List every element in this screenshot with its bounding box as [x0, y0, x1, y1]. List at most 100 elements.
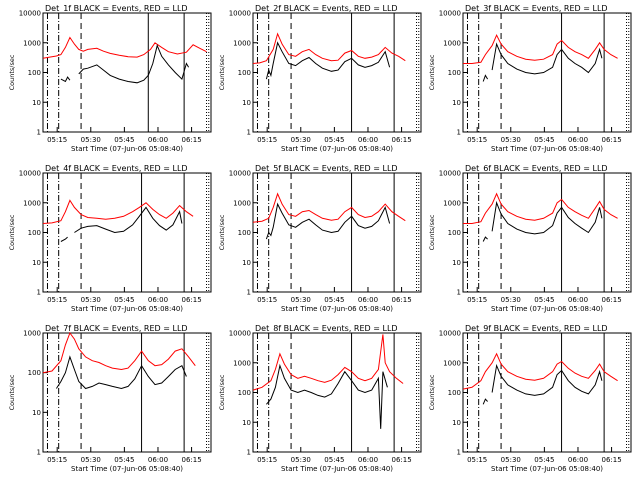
y-tick-label: 100 [238, 229, 251, 237]
plot-frame [252, 12, 422, 133]
x-tick-label: 06:00 [148, 296, 168, 304]
x-tick-label: 05:30 [501, 136, 521, 144]
lld-rate-line [463, 34, 618, 64]
y-tick-label: 1 [37, 449, 41, 457]
x-tick-label: 06:15 [391, 296, 411, 304]
y-tick-label: 1 [247, 449, 251, 457]
panel-title: Det_7f BLACK = Events, RED = LLD [45, 324, 188, 333]
x-tick-label: 06:15 [181, 296, 201, 304]
y-tick-label: 10000 [19, 170, 41, 178]
y-tick-label: 1000 [233, 359, 251, 367]
y-tick-label: 1000 [233, 199, 251, 207]
y-tick-label: 100 [28, 69, 41, 77]
y-tick-label: 10 [242, 419, 251, 427]
y-tick-label: 1 [37, 129, 41, 137]
x-tick-label: 05:45 [534, 296, 554, 304]
x-tick-label: 06:15 [601, 296, 621, 304]
x-tick-label: 05:15 [47, 296, 67, 304]
detector-panel: Det_6f BLACK = Events, RED = LLD 1 10 100 10… [428, 164, 632, 313]
x-tick-label: 06:15 [181, 136, 201, 144]
panel-title: Det_1f BLACK = Events, RED = LLD [45, 4, 188, 13]
events-rate-line [482, 363, 603, 405]
x-tick-label: 05:30 [501, 296, 521, 304]
x-axis-label: Start Time (07-Jun-06 05:08:40) [71, 465, 183, 473]
y-tick-label: 1000 [443, 39, 461, 47]
x-axis-label: Start Time (07-Jun-06 05:08:40) [71, 145, 183, 153]
y-tick-label: 100 [238, 389, 251, 397]
events-rate-line [55, 355, 187, 390]
x-tick-label: 05:45 [534, 136, 554, 144]
x-tick-label: 05:45 [114, 296, 134, 304]
x-tick-label: 06:15 [391, 456, 411, 464]
lld-rate-line [42, 199, 194, 224]
events-rate-line [482, 200, 603, 242]
y-axis-label: Counts/sec [428, 54, 436, 90]
x-tick-label: 05:30 [81, 296, 101, 304]
y-axis-label: Counts/sec [218, 54, 226, 90]
y-axis-label: Counts/sec [8, 214, 16, 250]
detector-panel: Det_4f BLACK = Events, RED = LLD 1 10 100 10… [8, 164, 212, 313]
x-tick-label: 06:00 [148, 136, 168, 144]
y-tick-label: 10 [452, 419, 461, 427]
x-tick-label: 06:15 [181, 456, 201, 464]
x-axis-label: Start Time (07-Jun-06 05:08:40) [491, 305, 603, 313]
panel-title: Det_9f BLACK = Events, RED = LLD [465, 324, 608, 333]
y-axis-label: Counts/sec [218, 374, 226, 410]
y-tick-label: 10 [242, 259, 251, 267]
events-rate-line [60, 206, 183, 242]
x-tick-label: 05:45 [114, 456, 134, 464]
y-tick-label: 10000 [439, 10, 461, 18]
plot-frame [252, 172, 422, 293]
y-axis-label: Counts/sec [8, 374, 16, 410]
y-tick-label: 1 [247, 289, 251, 297]
y-axis-label: Counts/sec [218, 214, 226, 250]
x-axis-label: Start Time (07-Jun-06 05:08:40) [281, 305, 393, 313]
x-tick-label: 06:00 [358, 456, 378, 464]
y-tick-label: 1 [457, 129, 461, 137]
detector-panel: Det_9f BLACK = Events, RED = LLD 1 10 100 10… [428, 324, 632, 473]
y-tick-label: 1 [457, 289, 461, 297]
lld-rate-line [463, 192, 618, 224]
events-rate-line [60, 44, 190, 84]
panel-title: Det_5f BLACK = Events, RED = LLD [255, 164, 398, 173]
events-rate-line [265, 41, 391, 80]
detector-panel: Det_8f BLACK = Events, RED = LLD 1 10 100 10… [218, 324, 422, 473]
y-tick-label: 10000 [439, 330, 461, 338]
y-tick-label: 10 [452, 259, 461, 267]
panel-title: Det_4f BLACK = Events, RED = LLD [45, 164, 188, 173]
x-axis-label: Start Time (07-Jun-06 05:08:40) [491, 465, 603, 473]
y-tick-label: 10 [32, 409, 41, 417]
y-tick-label: 1000 [233, 39, 251, 47]
events-rate-line [482, 42, 603, 82]
events-rate-line [265, 202, 391, 240]
detector-panel: Det_1f BLACK = Events, RED = LLD 1 10 100 10… [8, 4, 212, 153]
y-tick-label: 10 [32, 99, 41, 107]
x-tick-label: 05:15 [467, 456, 487, 464]
y-axis-label: Counts/sec [8, 54, 16, 90]
lld-rate-line [462, 352, 618, 390]
x-tick-label: 05:30 [501, 456, 521, 464]
plot-frame [42, 332, 212, 453]
x-tick-label: 05:15 [257, 456, 277, 464]
x-tick-label: 05:15 [257, 136, 277, 144]
x-tick-label: 05:15 [47, 456, 67, 464]
detector-panel: Det_2f BLACK = Events, RED = LLD 1 10 100 10… [218, 4, 422, 153]
panel-title: Det_3f BLACK = Events, RED = LLD [465, 4, 608, 13]
lld-rate-line [252, 192, 406, 223]
y-tick-label: 1000 [23, 330, 41, 338]
lld-rate-line [252, 334, 404, 391]
y-tick-label: 10000 [19, 10, 41, 18]
y-tick-label: 100 [448, 389, 461, 397]
panel-title: Det_8f BLACK = Events, RED = LLD [255, 324, 398, 333]
detector-panel: Det_3f BLACK = Events, RED = LLD 1 10 100 10… [428, 4, 632, 153]
x-axis-label: Start Time (07-Jun-06 05:08:40) [281, 145, 393, 153]
panel-title: Det_6f BLACK = Events, RED = LLD [465, 164, 608, 173]
lld-rate-line [42, 36, 207, 59]
y-tick-label: 100 [238, 69, 251, 77]
x-tick-label: 05:45 [324, 456, 344, 464]
plot-frame [42, 12, 212, 133]
y-tick-label: 10 [452, 99, 461, 107]
y-tick-label: 10000 [229, 10, 251, 18]
x-tick-label: 05:30 [81, 456, 101, 464]
